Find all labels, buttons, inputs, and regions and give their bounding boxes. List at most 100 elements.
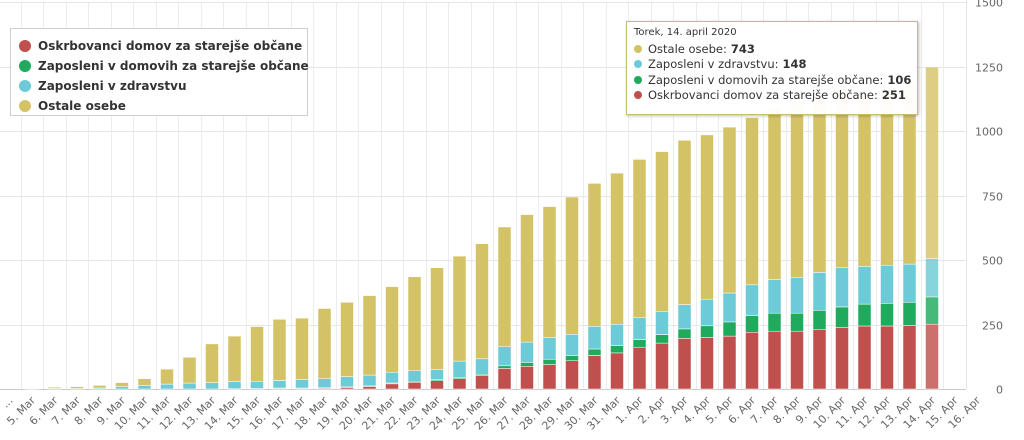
bar-segment[interactable] (385, 286, 399, 373)
bar-segment[interactable] (835, 306, 849, 328)
bar-segment[interactable] (452, 378, 467, 390)
bar-segment[interactable] (857, 266, 872, 305)
bar-segment[interactable] (587, 348, 602, 356)
bar-segment[interactable] (610, 323, 624, 346)
bar-segment[interactable] (655, 334, 669, 344)
bar-segment[interactable] (880, 264, 894, 304)
bar-segment[interactable] (497, 365, 512, 369)
bar-segment[interactable] (452, 255, 467, 362)
bar-segment[interactable] (790, 330, 804, 390)
bar-segment[interactable] (475, 375, 489, 390)
bar-segment[interactable] (767, 330, 782, 390)
bar-segment[interactable] (925, 323, 939, 390)
bar-segment[interactable] (362, 295, 377, 376)
bar-segment[interactable] (317, 308, 332, 379)
bar-segment[interactable] (902, 263, 917, 303)
bar-segment[interactable] (587, 326, 602, 350)
bar-segment[interactable] (250, 326, 264, 382)
bar-segment[interactable] (632, 346, 647, 390)
bar-segment[interactable] (137, 385, 152, 390)
bar-segment[interactable] (655, 151, 669, 312)
bar-segment[interactable] (565, 355, 579, 361)
bar-segment[interactable] (632, 159, 647, 318)
bar-segment[interactable] (430, 267, 444, 370)
bar-segment[interactable] (767, 279, 782, 314)
bar-segment[interactable] (745, 117, 759, 286)
bar-segment[interactable] (340, 302, 354, 377)
legend-item-residents[interactable]: Oskrbovanci domov za starejše občane (19, 36, 307, 56)
bar-segment[interactable] (880, 325, 894, 390)
bar-segment[interactable] (632, 339, 647, 348)
bar-segment[interactable] (790, 103, 804, 278)
bar-segment[interactable] (587, 355, 602, 390)
bar-segment[interactable] (700, 337, 714, 390)
bar-segment[interactable] (227, 381, 242, 389)
bar-segment[interactable] (430, 369, 444, 380)
bar-segment[interactable] (362, 386, 377, 390)
bar-segment[interactable] (407, 382, 422, 390)
bar-segment[interactable] (542, 359, 557, 365)
bar-segment[interactable] (475, 358, 489, 375)
bar-segment[interactable] (47, 386, 62, 389)
bar-segment[interactable] (520, 341, 534, 363)
bar-segment[interactable] (610, 345, 624, 354)
bar-segment[interactable] (475, 243, 489, 360)
bar-segment[interactable] (655, 342, 669, 390)
bar-segment[interactable] (272, 380, 287, 389)
bar-segment[interactable] (317, 378, 332, 388)
bars-layer[interactable] (25, 66, 939, 390)
bar-segment[interactable] (790, 277, 804, 314)
bar-segment[interactable] (655, 311, 669, 335)
bar-segment[interactable] (722, 292, 737, 323)
bar-segment[interactable] (835, 327, 849, 390)
bar-segment[interactable] (902, 325, 917, 390)
bar-segment[interactable] (857, 303, 872, 327)
bar-segment[interactable] (520, 214, 534, 343)
bar-segment[interactable] (745, 315, 759, 333)
bar-segment[interactable] (182, 357, 197, 384)
bar-segment[interactable] (160, 383, 174, 390)
bar-segment[interactable] (430, 380, 444, 390)
bar-segment[interactable] (70, 386, 84, 389)
bar-segment[interactable] (925, 296, 939, 325)
bar-segment[interactable] (565, 334, 579, 356)
bar-segment[interactable] (385, 371, 399, 384)
bar-segment[interactable] (542, 364, 557, 390)
bar-segment[interactable] (115, 386, 129, 390)
bar-segment[interactable] (92, 385, 107, 389)
bar-segment[interactable] (722, 321, 737, 337)
bar-segment[interactable] (812, 329, 827, 390)
bar-segment[interactable] (565, 360, 579, 390)
bar-segment[interactable] (497, 346, 512, 367)
bar-segment[interactable] (587, 183, 602, 327)
bar-segment[interactable] (340, 376, 354, 388)
bar-segment[interactable] (767, 312, 782, 332)
bar-segment[interactable] (700, 134, 714, 300)
bar-segment[interactable] (925, 258, 939, 298)
bar-segment[interactable] (385, 383, 399, 390)
bar-segment[interactable] (632, 317, 647, 340)
bar-segment[interactable] (835, 267, 849, 308)
bar-segment[interactable] (745, 284, 759, 316)
bar-segment[interactable] (677, 328, 692, 339)
bar-segment[interactable] (295, 317, 309, 380)
bar-segment[interactable] (812, 272, 827, 311)
bar-segment[interactable] (610, 172, 624, 325)
bar-segment[interactable] (182, 382, 197, 390)
bar-segment[interactable] (812, 310, 827, 330)
bar-segment[interactable] (452, 360, 467, 378)
bar-segment[interactable] (812, 96, 827, 273)
bar-segment[interactable] (790, 312, 804, 332)
bar-segment[interactable] (227, 335, 242, 382)
bar-segment[interactable] (160, 368, 174, 385)
bar-segment[interactable] (205, 343, 219, 383)
bar-segment[interactable] (205, 382, 219, 390)
bar-segment[interactable] (520, 362, 534, 367)
bar-segment[interactable] (700, 325, 714, 338)
bar-segment[interactable] (677, 140, 692, 305)
bar-segment[interactable] (857, 325, 872, 390)
bar-segment[interactable] (25, 387, 39, 390)
bar-segment[interactable] (857, 88, 872, 267)
bar-segment[interactable] (677, 304, 692, 330)
legend-item-healthcare-staff[interactable]: Zaposleni v zdravstvu (19, 76, 307, 96)
